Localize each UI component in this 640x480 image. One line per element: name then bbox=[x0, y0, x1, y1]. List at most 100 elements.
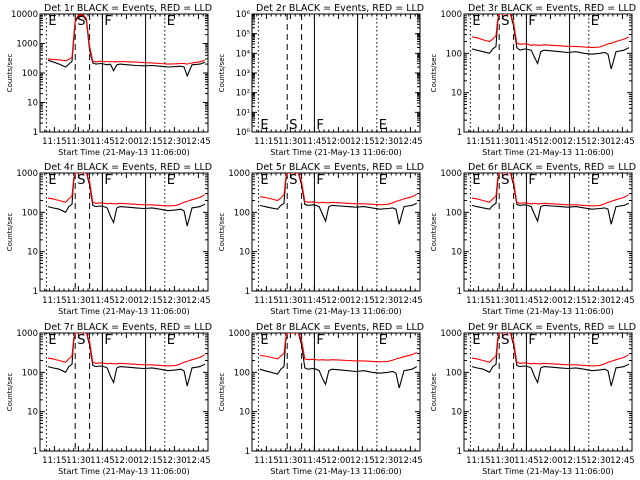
series-events-line bbox=[471, 14, 630, 70]
x-axis-label: Start Time (21-May-13 11:06:00) bbox=[58, 467, 189, 476]
y-tick-label: 1000 bbox=[440, 169, 462, 179]
plot-frame bbox=[39, 332, 209, 452]
x-tick-label: 12:15 bbox=[138, 296, 163, 306]
marker-label: E bbox=[48, 173, 56, 188]
x-tick-label: 12:15 bbox=[138, 137, 163, 147]
plot-frame bbox=[463, 172, 633, 292]
y-tick-label: 10 bbox=[27, 408, 38, 418]
marker-label: F bbox=[316, 118, 323, 133]
series-events-line bbox=[259, 333, 418, 389]
series-events-line bbox=[47, 15, 205, 78]
y-tick-label: 1 bbox=[245, 447, 250, 457]
marker-label: E bbox=[167, 14, 175, 29]
x-tick-label: 11:15 bbox=[466, 456, 491, 466]
x-tick-label: 12:30 bbox=[374, 456, 399, 466]
plot-frame bbox=[251, 332, 421, 452]
y-tick-label: 100 bbox=[22, 208, 38, 218]
plot-frame bbox=[463, 332, 633, 452]
y-axis-label: Counts/sec bbox=[218, 213, 226, 252]
y-tick-label: 1 bbox=[457, 287, 462, 297]
panel-title: Det 1r BLACK = Events, RED = LLD bbox=[44, 3, 212, 14]
y-tick-label: 1000 bbox=[16, 40, 38, 50]
panel-title: Det 4r BLACK = Events, RED = LLD bbox=[44, 162, 212, 173]
y-axis-label: Counts/sec bbox=[6, 213, 14, 252]
y-tick-label: 10000 bbox=[11, 10, 38, 20]
marker-label: F bbox=[528, 14, 535, 29]
y-axis-label: Counts/sec bbox=[218, 54, 226, 93]
x-tick-label: 11:15 bbox=[466, 296, 491, 306]
x-tick-label: 11:15 bbox=[254, 456, 279, 466]
panel-title: Det 5r BLACK = Events, RED = LLD bbox=[256, 162, 424, 173]
series-events-line bbox=[471, 333, 630, 387]
plot-frame bbox=[39, 172, 209, 292]
x-tick-label: 11:45 bbox=[90, 137, 115, 147]
y-tick-label: 1000 bbox=[16, 329, 38, 339]
plot-frame bbox=[39, 13, 209, 133]
x-tick-label: 11:15 bbox=[42, 137, 67, 147]
marker-label: E bbox=[48, 333, 56, 348]
x-tick-label: 11:30 bbox=[66, 137, 91, 147]
series-events-line bbox=[47, 173, 206, 227]
marker-label: F bbox=[316, 333, 323, 348]
marker-label: E bbox=[167, 333, 175, 348]
y-tick-label: 1 bbox=[457, 128, 462, 138]
marker-label: E bbox=[167, 173, 175, 188]
y-tick-label: 10³ bbox=[236, 69, 250, 79]
x-tick-label: 12:15 bbox=[350, 296, 375, 306]
x-tick-label: 11:15 bbox=[42, 456, 67, 466]
x-tick-label: 12:00 bbox=[326, 456, 351, 466]
y-axis-label: Counts/sec bbox=[430, 373, 438, 412]
marker-label: F bbox=[104, 14, 111, 29]
marker-label: S bbox=[501, 333, 509, 348]
marker-label: E bbox=[48, 14, 56, 29]
x-tick-label: 11:45 bbox=[514, 137, 539, 147]
marker-label: E bbox=[379, 173, 387, 188]
y-tick-label: 10 bbox=[239, 248, 250, 258]
y-tick-label: 1000 bbox=[228, 169, 250, 179]
y-tick-label: 10 bbox=[27, 248, 38, 258]
x-tick-label: 12:00 bbox=[114, 137, 139, 147]
y-tick-label: 1 bbox=[33, 287, 38, 297]
y-axis-label: Counts/sec bbox=[430, 213, 438, 252]
x-tick-label: 12:45 bbox=[186, 456, 211, 466]
y-tick-label: 100 bbox=[446, 208, 462, 218]
x-tick-label: 12:30 bbox=[586, 456, 611, 466]
plot-frame bbox=[251, 13, 421, 133]
x-tick-label: 12:30 bbox=[162, 296, 187, 306]
marker-label: F bbox=[316, 173, 323, 188]
marker-label: E bbox=[591, 333, 599, 348]
x-axis-label: Start Time (21-May-13 11:06:00) bbox=[482, 467, 613, 476]
x-tick-label: 11:15 bbox=[42, 296, 67, 306]
y-axis-label: Counts/sec bbox=[430, 54, 438, 93]
x-tick-label: 12:45 bbox=[186, 296, 211, 306]
series-lld-line bbox=[471, 333, 630, 367]
marker-label: F bbox=[528, 173, 535, 188]
x-tick-label: 11:30 bbox=[490, 296, 515, 306]
x-tick-label: 12:45 bbox=[398, 456, 423, 466]
y-tick-label: 10 bbox=[451, 89, 462, 99]
x-tick-label: 12:45 bbox=[610, 137, 635, 147]
x-tick-label: 11:45 bbox=[302, 296, 327, 306]
x-tick-label: 12:30 bbox=[162, 456, 187, 466]
x-axis-label: Start Time (21-May-13 11:06:00) bbox=[270, 148, 401, 157]
series-lld-line bbox=[47, 333, 206, 367]
x-tick-label: 12:45 bbox=[610, 296, 635, 306]
y-tick-label: 100 bbox=[22, 368, 38, 378]
panel-title: Det 7r BLACK = Events, RED = LLD bbox=[44, 322, 212, 333]
x-tick-label: 12:30 bbox=[586, 296, 611, 306]
y-axis-label: Counts/sec bbox=[218, 373, 226, 412]
y-axis-label: Counts/sec bbox=[6, 373, 14, 412]
y-tick-label: 100 bbox=[446, 49, 462, 59]
x-tick-label: 11:15 bbox=[466, 137, 491, 147]
y-tick-label: 1000 bbox=[228, 329, 250, 339]
series-lld-line bbox=[259, 333, 418, 363]
y-tick-label: 100 bbox=[22, 69, 38, 79]
y-tick-label: 1 bbox=[457, 447, 462, 457]
x-tick-label: 11:45 bbox=[302, 456, 327, 466]
